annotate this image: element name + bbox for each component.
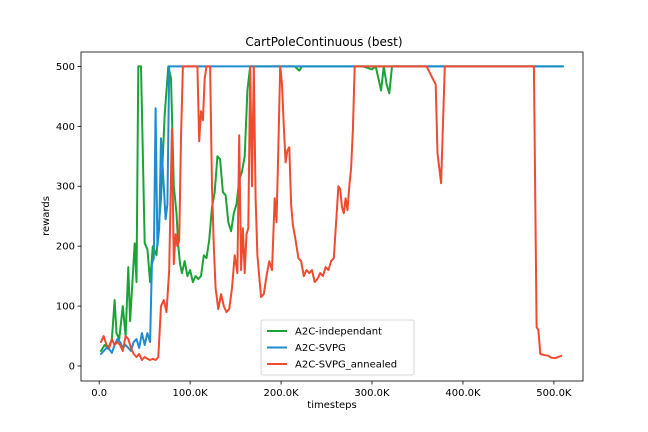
y-tick-label: 200 <box>56 242 75 253</box>
x-axis: 0.0 100.0K 200.0K 300.0K 400.0K 500.0K <box>91 381 572 399</box>
plot-frame <box>80 51 584 382</box>
x-tick-label: 400.0K <box>445 388 481 399</box>
series-line-2 <box>100 65 563 361</box>
series-line-1 <box>100 65 564 355</box>
x-tick-label: 200.0K <box>263 388 299 399</box>
y-axis: 0 100 200 300 400 500 <box>56 62 81 373</box>
x-tick-label: 500.0K <box>536 388 572 399</box>
y-tick-label: 300 <box>56 182 75 193</box>
legend: A2C-independant A2C-SVPG A2C-SVPG_annealed <box>260 319 415 376</box>
y-tick-label: 500 <box>56 62 75 73</box>
legend-label-0: A2C-independant <box>295 327 382 338</box>
y-axis-label: rewards <box>41 196 52 236</box>
chart-title: CartPoleContinuous (best) <box>245 35 402 49</box>
legend-box <box>260 319 415 376</box>
legend-label-2: A2C-SVPG_annealed <box>295 360 397 371</box>
y-tick-label: 100 <box>56 302 75 313</box>
x-tick-label: 100.0K <box>173 388 209 399</box>
y-tick-label: 400 <box>56 122 75 133</box>
x-tick-label: 0.0 <box>91 388 107 399</box>
series-layer <box>100 65 564 361</box>
legend-label-1: A2C-SVPG <box>295 343 346 354</box>
y-tick-label: 0 <box>69 362 75 373</box>
x-tick-label: 300.0K <box>354 388 390 399</box>
x-axis-label: timesteps <box>307 400 356 411</box>
